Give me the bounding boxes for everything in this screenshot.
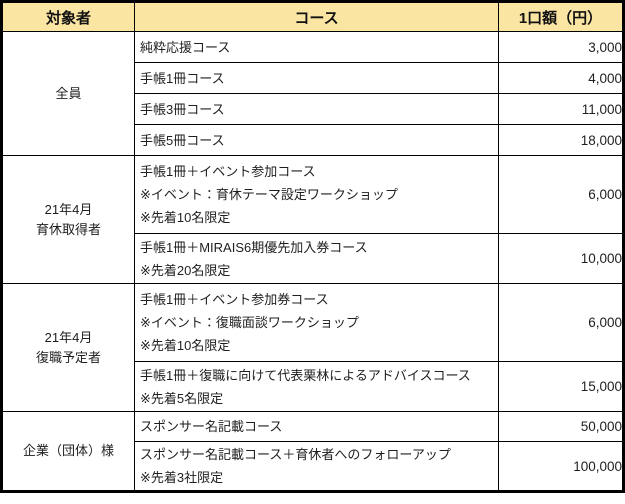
course-label: 手帳3冊コース — [140, 101, 225, 117]
course-label: 手帳1冊＋復職に向けて代表栗林によるアドバイスコース — [140, 367, 471, 383]
table-row: スポンサー名記載コース＋育休者へのフォローアップ ※先着3社限定 100,000 — [2, 441, 624, 492]
course-label: スポンサー名記載コース＋育休者へのフォローアップ — [140, 447, 451, 462]
course-note: ※先着10名限定 — [140, 338, 231, 353]
price-cell: 4,000 — [498, 62, 624, 94]
price-cell: 6,000 — [498, 155, 624, 234]
course-cell: 手帳1冊＋MIRAIS6期優先加入券コース ※先着20名限定 — [134, 233, 499, 284]
target-label: 21年4月 — [44, 201, 93, 217]
target-label: 復職予定者 — [35, 349, 101, 365]
course-note: ※イベント：復職面談ワークショップ — [140, 315, 359, 330]
course-label: 手帳1冊＋MIRAIS6期優先加入券コース — [140, 239, 368, 255]
target-cell-returning-to-work: 21年4月 復職予定者 — [1, 283, 135, 412]
course-cell: 手帳3冊コース — [134, 93, 499, 125]
table-row: 手帳1冊＋MIRAIS6期優先加入券コース ※先着20名限定 10,000 — [2, 233, 624, 284]
course-label: 手帳1冊コース — [140, 70, 225, 86]
header-course: コース — [134, 1, 499, 32]
course-cell: スポンサー名記載コース＋育休者へのフォローアップ ※先着3社限定 — [134, 441, 499, 492]
target-label: 全員 — [55, 85, 82, 101]
table-row: 21年4月 復職予定者 手帳1冊＋イベント参加券コース ※イベント：復職面談ワー… — [1, 283, 624, 412]
header-target: 対象者 — [1, 1, 135, 32]
course-cell: 手帳1冊＋復職に向けて代表栗林によるアドバイスコース ※先着5名限定 — [134, 361, 499, 412]
course-cell: 純粋応援コース — [134, 31, 499, 63]
course-note: ※先着5名限定 — [140, 390, 224, 406]
course-note: ※先着3社限定 — [140, 470, 224, 485]
course-label: 手帳1冊＋イベント参加券コース — [140, 292, 329, 307]
target-label: 育休取得者 — [35, 221, 101, 237]
course-label: スポンサー名記載コース — [140, 419, 283, 434]
table-row: 手帳1冊コース 4,000 — [2, 62, 624, 94]
pricing-table: 対象者 コース 1口額（円） 全員 純粋応援コース 3,000 手帳1冊コース — [0, 0, 625, 493]
course-cell: スポンサー名記載コース — [134, 411, 499, 442]
target-label: 企業（団体）様 — [22, 443, 114, 458]
header-row: 対象者 コース 1口額（円） — [1, 1, 624, 32]
price-cell: 50,000 — [498, 411, 624, 442]
course-label: 手帳5冊コース — [140, 132, 225, 148]
target-label: 21年4月 — [44, 329, 93, 345]
header-price: 1口額（円） — [498, 1, 624, 32]
price-cell: 15,000 — [498, 361, 624, 412]
price-cell: 3,000 — [498, 31, 624, 63]
course-note: ※先着10名限定 — [140, 210, 231, 225]
course-cell: 手帳1冊コース — [134, 62, 499, 94]
course-label: 純粋応援コース — [140, 39, 231, 55]
table-row: 全員 純粋応援コース 3,000 — [1, 31, 624, 156]
table-row: 手帳5冊コース 18,000 — [2, 124, 624, 156]
course-cell: 手帳1冊＋イベント参加コース ※イベント：育休テーマ設定ワークショップ ※先着1… — [134, 155, 499, 234]
course-cell: 手帳5冊コース — [134, 124, 499, 156]
target-cell-company: 企業（団体）様 — [1, 411, 135, 492]
target-cell-maternity-leave: 21年4月 育休取得者 — [1, 155, 135, 284]
course-note: ※先着20名限定 — [140, 262, 231, 278]
target-cell-everyone: 全員 — [1, 31, 135, 156]
course-note: ※イベント：育休テーマ設定ワークショップ — [140, 187, 398, 202]
table-row: 企業（団体）様 スポンサー名記載コース 50,000 — [1, 411, 624, 492]
price-cell: 100,000 — [498, 441, 624, 492]
price-cell: 6,000 — [498, 283, 624, 362]
price-cell: 18,000 — [498, 124, 624, 156]
table-row: 21年4月 育休取得者 手帳1冊＋イベント参加コース ※イベント：育休テーマ設定… — [1, 155, 624, 284]
price-cell: 10,000 — [498, 233, 624, 284]
course-label: 手帳1冊＋イベント参加コース — [140, 164, 316, 179]
course-cell: 手帳1冊＋イベント参加券コース ※イベント：復職面談ワークショップ ※先着10名… — [134, 283, 499, 362]
price-cell: 11,000 — [498, 93, 624, 125]
